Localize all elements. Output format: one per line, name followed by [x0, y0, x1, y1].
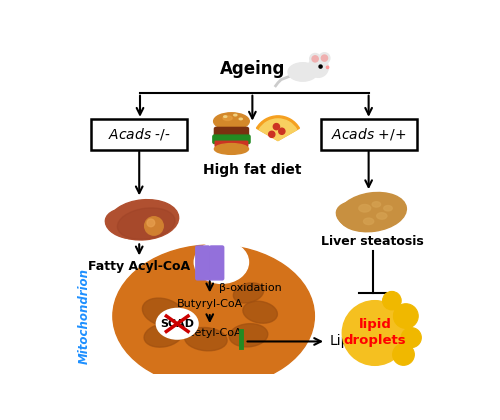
Ellipse shape	[338, 192, 406, 232]
Wedge shape	[256, 116, 300, 140]
Wedge shape	[259, 119, 296, 140]
Ellipse shape	[384, 205, 392, 211]
Circle shape	[401, 328, 421, 348]
FancyBboxPatch shape	[91, 119, 188, 150]
Ellipse shape	[106, 209, 152, 239]
Ellipse shape	[372, 202, 380, 207]
FancyBboxPatch shape	[213, 135, 250, 144]
Ellipse shape	[229, 324, 268, 347]
Circle shape	[319, 65, 322, 68]
Circle shape	[392, 344, 414, 365]
Text: $\mathit{Acads}$ +/+: $\mathit{Acads}$ +/+	[331, 126, 406, 142]
Text: Lipophagy: Lipophagy	[330, 334, 402, 349]
Ellipse shape	[364, 218, 374, 225]
Ellipse shape	[214, 144, 248, 154]
Text: Butyryl-CoA: Butyryl-CoA	[176, 299, 243, 309]
Ellipse shape	[239, 118, 242, 120]
Ellipse shape	[113, 245, 314, 387]
Text: SCAD: SCAD	[160, 319, 194, 329]
Text: β-oxidation: β-oxidation	[219, 283, 282, 293]
Circle shape	[342, 301, 407, 365]
Circle shape	[310, 53, 320, 64]
Circle shape	[144, 217, 163, 235]
Ellipse shape	[359, 205, 370, 212]
Text: Liver steatosis: Liver steatosis	[321, 235, 424, 248]
Ellipse shape	[223, 116, 232, 121]
Circle shape	[322, 55, 328, 61]
Circle shape	[268, 131, 275, 137]
FancyBboxPatch shape	[214, 127, 248, 138]
Circle shape	[382, 291, 401, 310]
Circle shape	[278, 128, 285, 134]
FancyBboxPatch shape	[210, 246, 224, 280]
Text: Mitochondrion: Mitochondrion	[78, 268, 90, 364]
Ellipse shape	[336, 202, 380, 230]
Ellipse shape	[109, 200, 178, 240]
Ellipse shape	[376, 213, 387, 219]
Circle shape	[326, 66, 328, 68]
Ellipse shape	[157, 309, 198, 339]
Ellipse shape	[144, 323, 182, 347]
Text: High fat diet: High fat diet	[203, 163, 302, 177]
FancyBboxPatch shape	[196, 246, 210, 280]
Circle shape	[274, 123, 280, 130]
Ellipse shape	[194, 241, 248, 284]
Ellipse shape	[288, 63, 318, 81]
Ellipse shape	[118, 208, 175, 239]
Ellipse shape	[142, 298, 184, 326]
Text: $\mathit{Acads}$ -/-: $\mathit{Acads}$ -/-	[108, 126, 170, 142]
Ellipse shape	[234, 114, 237, 116]
FancyBboxPatch shape	[320, 119, 416, 150]
Ellipse shape	[234, 283, 264, 303]
Circle shape	[308, 57, 328, 77]
Ellipse shape	[184, 328, 227, 351]
FancyBboxPatch shape	[215, 141, 248, 147]
Text: Acetyl-CoA: Acetyl-CoA	[182, 328, 242, 339]
Circle shape	[394, 304, 418, 328]
Text: Ageing: Ageing	[220, 60, 285, 78]
Circle shape	[312, 56, 318, 62]
Text: Fatty Acyl-CoA: Fatty Acyl-CoA	[88, 260, 190, 273]
Ellipse shape	[243, 301, 278, 323]
Ellipse shape	[224, 116, 227, 117]
Circle shape	[319, 52, 330, 63]
Circle shape	[147, 219, 154, 227]
Ellipse shape	[214, 113, 250, 130]
Text: lipid
droplets: lipid droplets	[344, 318, 406, 347]
